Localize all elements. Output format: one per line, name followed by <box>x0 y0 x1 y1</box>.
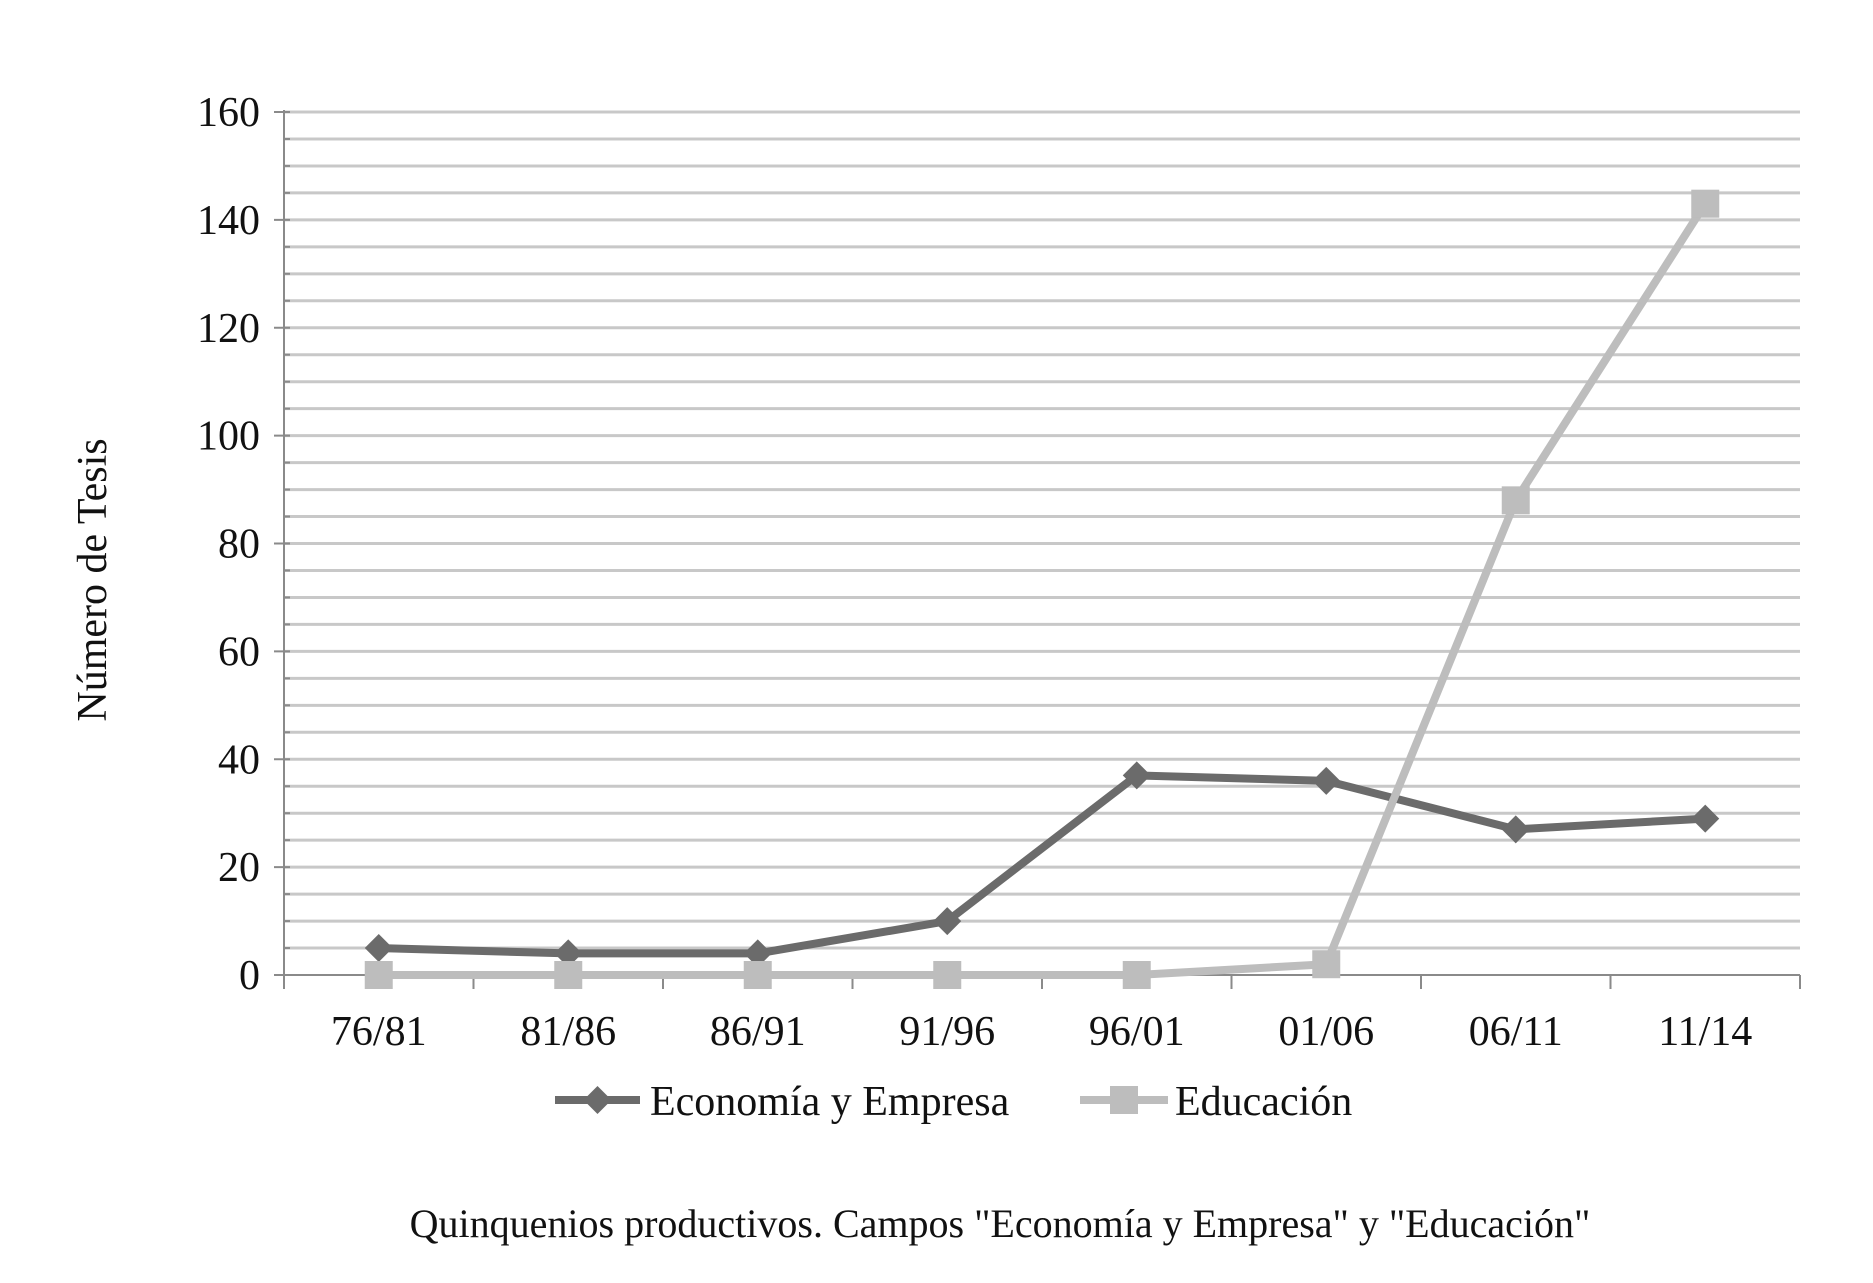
y-axis-title: Número de Tesis <box>70 438 116 721</box>
y-tick-label: 20 <box>218 845 260 891</box>
y-tick-label: 40 <box>218 737 260 783</box>
data-point-1 <box>1312 766 1341 795</box>
x-tick-label: 96/01 <box>1089 1009 1185 1055</box>
series-lines <box>378 201 1709 979</box>
legend-label: Economía y Empresa <box>650 1079 1010 1125</box>
chart-caption: Quinquenios productivos. Campos "Economí… <box>410 1201 1591 1246</box>
series-line-1 <box>378 771 1706 958</box>
y-tick-label: 60 <box>218 629 260 675</box>
data-point-1 <box>364 934 393 963</box>
data-point-1 <box>1122 761 1151 790</box>
legend-label: Educación <box>1175 1079 1352 1125</box>
x-tick-label: 91/96 <box>899 1009 995 1055</box>
data-point-1 <box>933 907 962 936</box>
x-tick-label: 06/11 <box>1469 1009 1563 1055</box>
data-point-2 <box>554 961 583 989</box>
y-tick-label: 80 <box>218 522 260 568</box>
axes <box>274 110 1801 989</box>
x-tick-label: 11/14 <box>1658 1009 1752 1055</box>
x-tick-label: 81/86 <box>520 1009 616 1055</box>
legend-swatch-marker <box>583 1086 612 1114</box>
x-tick-label: 01/06 <box>1278 1009 1374 1055</box>
x-tick-label: 76/81 <box>331 1009 427 1055</box>
data-point-1 <box>1691 804 1720 833</box>
y-tick-label: 100 <box>197 414 260 460</box>
y-tick-label: 120 <box>197 306 260 352</box>
data-point-2 <box>1122 961 1151 989</box>
legend-swatch-marker <box>1110 1086 1138 1114</box>
series-markers <box>364 189 1720 989</box>
tick-labels: 0 20 40 60 80 100 120 140 160 76/81 81/86 86/91 91/9… <box>197 90 1752 1055</box>
x-tick-label: 86/91 <box>710 1009 806 1055</box>
data-point-2 <box>364 961 393 989</box>
legend: Economía y Empresa Educación <box>555 1079 1352 1125</box>
data-point-2 <box>743 961 772 989</box>
y-tick-label: 140 <box>197 198 260 244</box>
y-tick-label: 0 <box>239 953 260 999</box>
data-point-1 <box>1501 815 1530 844</box>
data-point-1 <box>743 939 772 968</box>
data-point-2 <box>933 961 962 989</box>
data-point-2 <box>1691 189 1720 218</box>
data-point-2 <box>1312 950 1341 979</box>
gridlines <box>284 110 1800 950</box>
y-tick-label: 160 <box>197 90 260 136</box>
series-line-2 <box>378 201 1709 979</box>
data-point-2 <box>1501 486 1530 515</box>
data-point-1 <box>554 939 583 968</box>
